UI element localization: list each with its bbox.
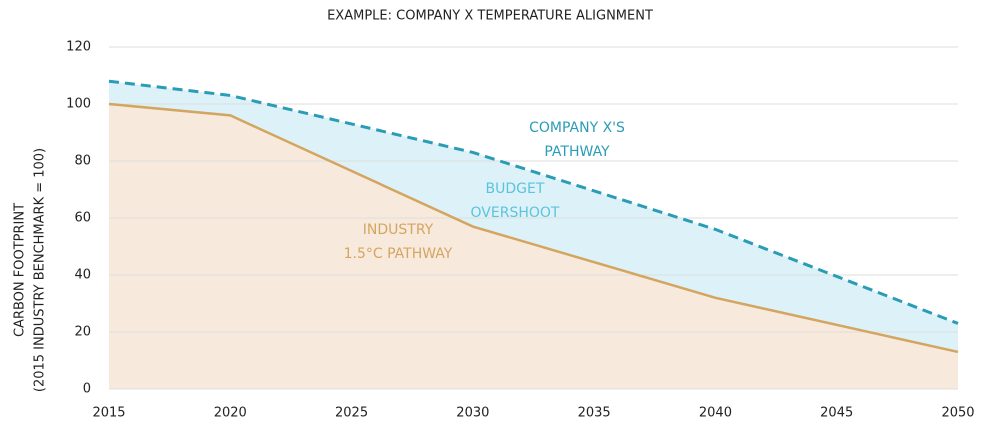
x-tick-label: 2050	[941, 406, 974, 421]
y-tick-label: 20	[74, 325, 91, 340]
area-fill	[109, 104, 958, 389]
annotation: 1.5°C PATHWAY	[344, 246, 453, 262]
y-tick-label: 0	[83, 382, 91, 397]
x-tick-label: 2020	[214, 406, 247, 421]
y-tick-label: 100	[66, 97, 91, 112]
annotation: OVERSHOOT	[471, 205, 560, 221]
line	[108, 102, 959, 354]
x-tick-label: 2025	[335, 406, 368, 421]
y-tick-label: 120	[66, 40, 91, 55]
chart-title: EXAMPLE: COMPANY X TEMPERATURE ALIGNMENT	[327, 9, 653, 24]
x-tick-label: 2015	[92, 406, 125, 421]
x-tick-label: 2040	[699, 406, 732, 421]
y-tick-label: 60	[74, 211, 91, 226]
y-axis-label: CARBON FOOTPRINT	[13, 203, 28, 337]
annotation: COMPANY X'S	[529, 120, 625, 136]
y-tick-label: 80	[74, 154, 91, 169]
annotation: PATHWAY	[544, 144, 610, 160]
x-tick-label: 2035	[578, 406, 611, 421]
annotation: BUDGET	[486, 181, 545, 197]
y-tick-label: 40	[74, 268, 91, 283]
y-axis-label: (2015 INDUSTRY BENCHMARK = 100)	[33, 148, 48, 392]
grid	[109, 46, 958, 390]
x-tick-label: 2045	[820, 406, 853, 421]
annotation: INDUSTRY	[363, 222, 434, 238]
line	[108, 79, 959, 325]
x-tick-label: 2030	[456, 406, 489, 421]
